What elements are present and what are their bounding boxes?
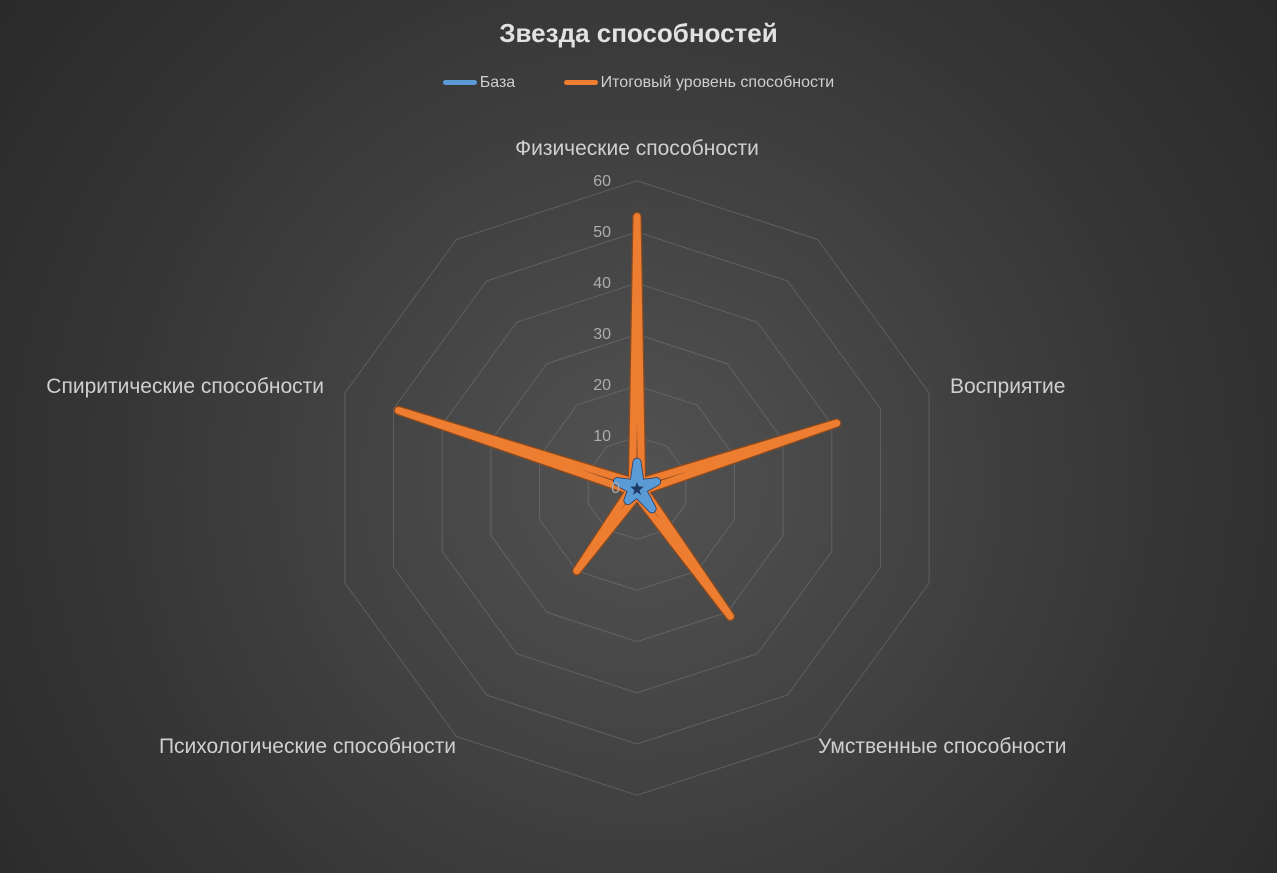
svg-text:30: 30: [593, 326, 611, 343]
svg-text:20: 20: [593, 377, 611, 394]
svg-text:Умственные способности: Умственные способности: [818, 735, 1066, 758]
svg-text:40: 40: [593, 275, 611, 292]
svg-text:Спиритические способности: Спиритические способности: [46, 375, 324, 398]
svg-text:Психологические способности: Психологические способности: [159, 735, 456, 758]
svg-text:60: 60: [593, 173, 611, 190]
svg-text:Физические способности: Физические способности: [515, 137, 759, 160]
svg-text:Восприятие: Восприятие: [950, 375, 1065, 398]
svg-text:50: 50: [593, 224, 611, 241]
svg-text:0: 0: [611, 480, 620, 497]
svg-text:10: 10: [593, 428, 611, 445]
